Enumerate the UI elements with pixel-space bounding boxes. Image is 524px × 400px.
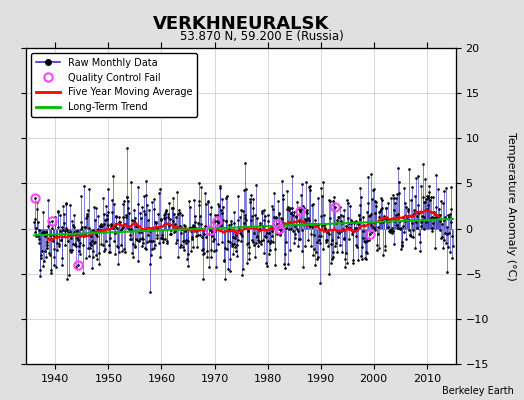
Title: VERKHNEURALSK: VERKHNEURALSK [153,14,329,32]
Text: 53.870 N, 59.200 E (Russia): 53.870 N, 59.200 E (Russia) [180,30,344,43]
Y-axis label: Temperature Anomaly (°C): Temperature Anomaly (°C) [506,132,516,280]
Legend: Raw Monthly Data, Quality Control Fail, Five Year Moving Average, Long-Term Tren: Raw Monthly Data, Quality Control Fail, … [31,53,198,117]
Text: Berkeley Earth: Berkeley Earth [442,386,514,396]
